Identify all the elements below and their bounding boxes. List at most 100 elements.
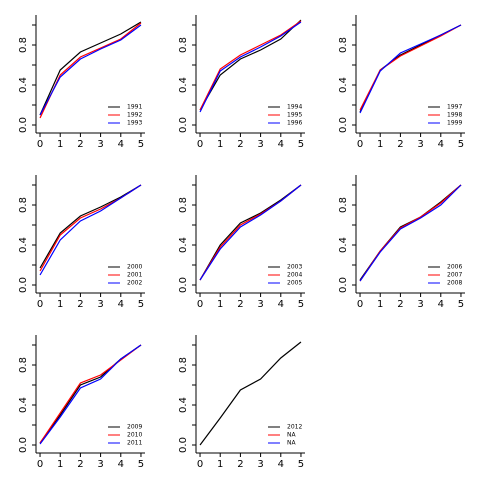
line	[39, 24, 142, 116]
y-tick-label: 0.8	[338, 37, 349, 53]
x-tick-label: 2	[397, 139, 403, 150]
line	[359, 24, 462, 114]
legend-label: 2003	[287, 264, 302, 271]
line	[199, 20, 302, 111]
x-tick-label: 1	[217, 459, 223, 470]
y-tick-label: 0.8	[178, 197, 189, 213]
x-tick-label: 0	[197, 139, 203, 150]
line	[39, 344, 142, 444]
x-tick-label: 2	[77, 299, 83, 310]
x-tick-label: 0	[197, 459, 203, 470]
x-tick-label: 3	[257, 299, 263, 310]
x-tick-label: 1	[217, 139, 223, 150]
line	[199, 184, 302, 281]
x-tick-label: 3	[97, 139, 103, 150]
x-tick-label: 3	[417, 299, 423, 310]
y-tick-label: 0.8	[18, 197, 29, 213]
y-tick-label: 0.0	[18, 437, 29, 453]
legend-label: NA	[287, 432, 296, 439]
line	[39, 22, 142, 119]
x-tick-label: 2	[77, 139, 83, 150]
line	[199, 184, 302, 281]
legend-label: 1994	[287, 104, 302, 111]
legend-label: 2005	[287, 280, 302, 287]
y-tick-label: 0.8	[18, 37, 29, 53]
y-tick-label: 0.0	[178, 437, 189, 453]
legend-label: 2004	[287, 272, 302, 279]
legend-label: 2002	[127, 280, 142, 287]
legend-label: 1991	[127, 104, 142, 111]
x-tick-label: 4	[438, 299, 444, 310]
y-tick-label: 0.4	[178, 77, 189, 93]
line	[199, 21, 302, 113]
x-tick-label: 4	[278, 459, 284, 470]
y-tick-label: 0.8	[18, 357, 29, 373]
line	[359, 24, 462, 113]
y-tick-label: 0.8	[338, 197, 349, 213]
x-tick-label: 2	[77, 459, 83, 470]
x-tick-label: 1	[57, 139, 63, 150]
x-tick-label: 0	[357, 139, 363, 150]
x-tick-label: 0	[197, 299, 203, 310]
line	[359, 184, 462, 282]
x-tick-label: 5	[138, 459, 144, 470]
y-tick-label: 0.0	[18, 277, 29, 293]
x-tick-label: 2	[397, 299, 403, 310]
line	[39, 184, 142, 276]
line	[199, 19, 302, 111]
y-tick-label: 0.0	[178, 277, 189, 293]
legend-label: 1999	[447, 120, 462, 127]
legend-label: 1998	[447, 112, 462, 119]
legend-label: 1996	[287, 120, 302, 127]
y-tick-label: 0.0	[338, 117, 349, 133]
x-tick-label: 5	[298, 299, 304, 310]
legend-label: 2006	[447, 264, 462, 271]
legend-label: 2000	[127, 264, 142, 271]
x-tick-label: 4	[438, 139, 444, 150]
legend-label: 2007	[447, 272, 462, 279]
x-tick-label: 2	[237, 139, 243, 150]
y-tick-label: 0.4	[18, 397, 29, 413]
legend-label: 1997	[447, 104, 462, 111]
legend-label: 2010	[127, 432, 142, 439]
x-tick-label: 5	[458, 139, 464, 150]
x-tick-label: 2	[237, 299, 243, 310]
legend-label: 2008	[447, 280, 462, 287]
x-tick-label: 4	[278, 139, 284, 150]
x-tick-label: 4	[278, 299, 284, 310]
y-tick-label: 0.8	[178, 357, 189, 373]
x-tick-label: 1	[377, 139, 383, 150]
x-tick-label: 0	[37, 299, 43, 310]
x-tick-label: 5	[458, 299, 464, 310]
line	[199, 184, 302, 281]
x-tick-label: 0	[37, 459, 43, 470]
x-tick-label: 3	[257, 139, 263, 150]
x-tick-label: 4	[118, 299, 124, 310]
line	[39, 184, 142, 269]
y-tick-label: 0.0	[178, 117, 189, 133]
y-tick-label: 0.4	[18, 77, 29, 93]
x-tick-label: 1	[57, 299, 63, 310]
y-tick-label: 0.4	[178, 397, 189, 413]
x-tick-label: 2	[237, 459, 243, 470]
x-tick-label: 5	[138, 299, 144, 310]
x-tick-label: 4	[118, 459, 124, 470]
y-tick-label: 0.8	[178, 37, 189, 53]
x-tick-label: 1	[217, 299, 223, 310]
x-tick-label: 5	[138, 139, 144, 150]
legend-label: 1995	[287, 112, 302, 119]
line	[199, 341, 302, 446]
x-tick-label: 3	[257, 459, 263, 470]
x-tick-label: 4	[118, 139, 124, 150]
x-tick-label: 5	[298, 139, 304, 150]
y-tick-label: 0.4	[18, 237, 29, 253]
x-tick-label: 3	[97, 299, 103, 310]
legend-label: 2012	[287, 424, 302, 431]
